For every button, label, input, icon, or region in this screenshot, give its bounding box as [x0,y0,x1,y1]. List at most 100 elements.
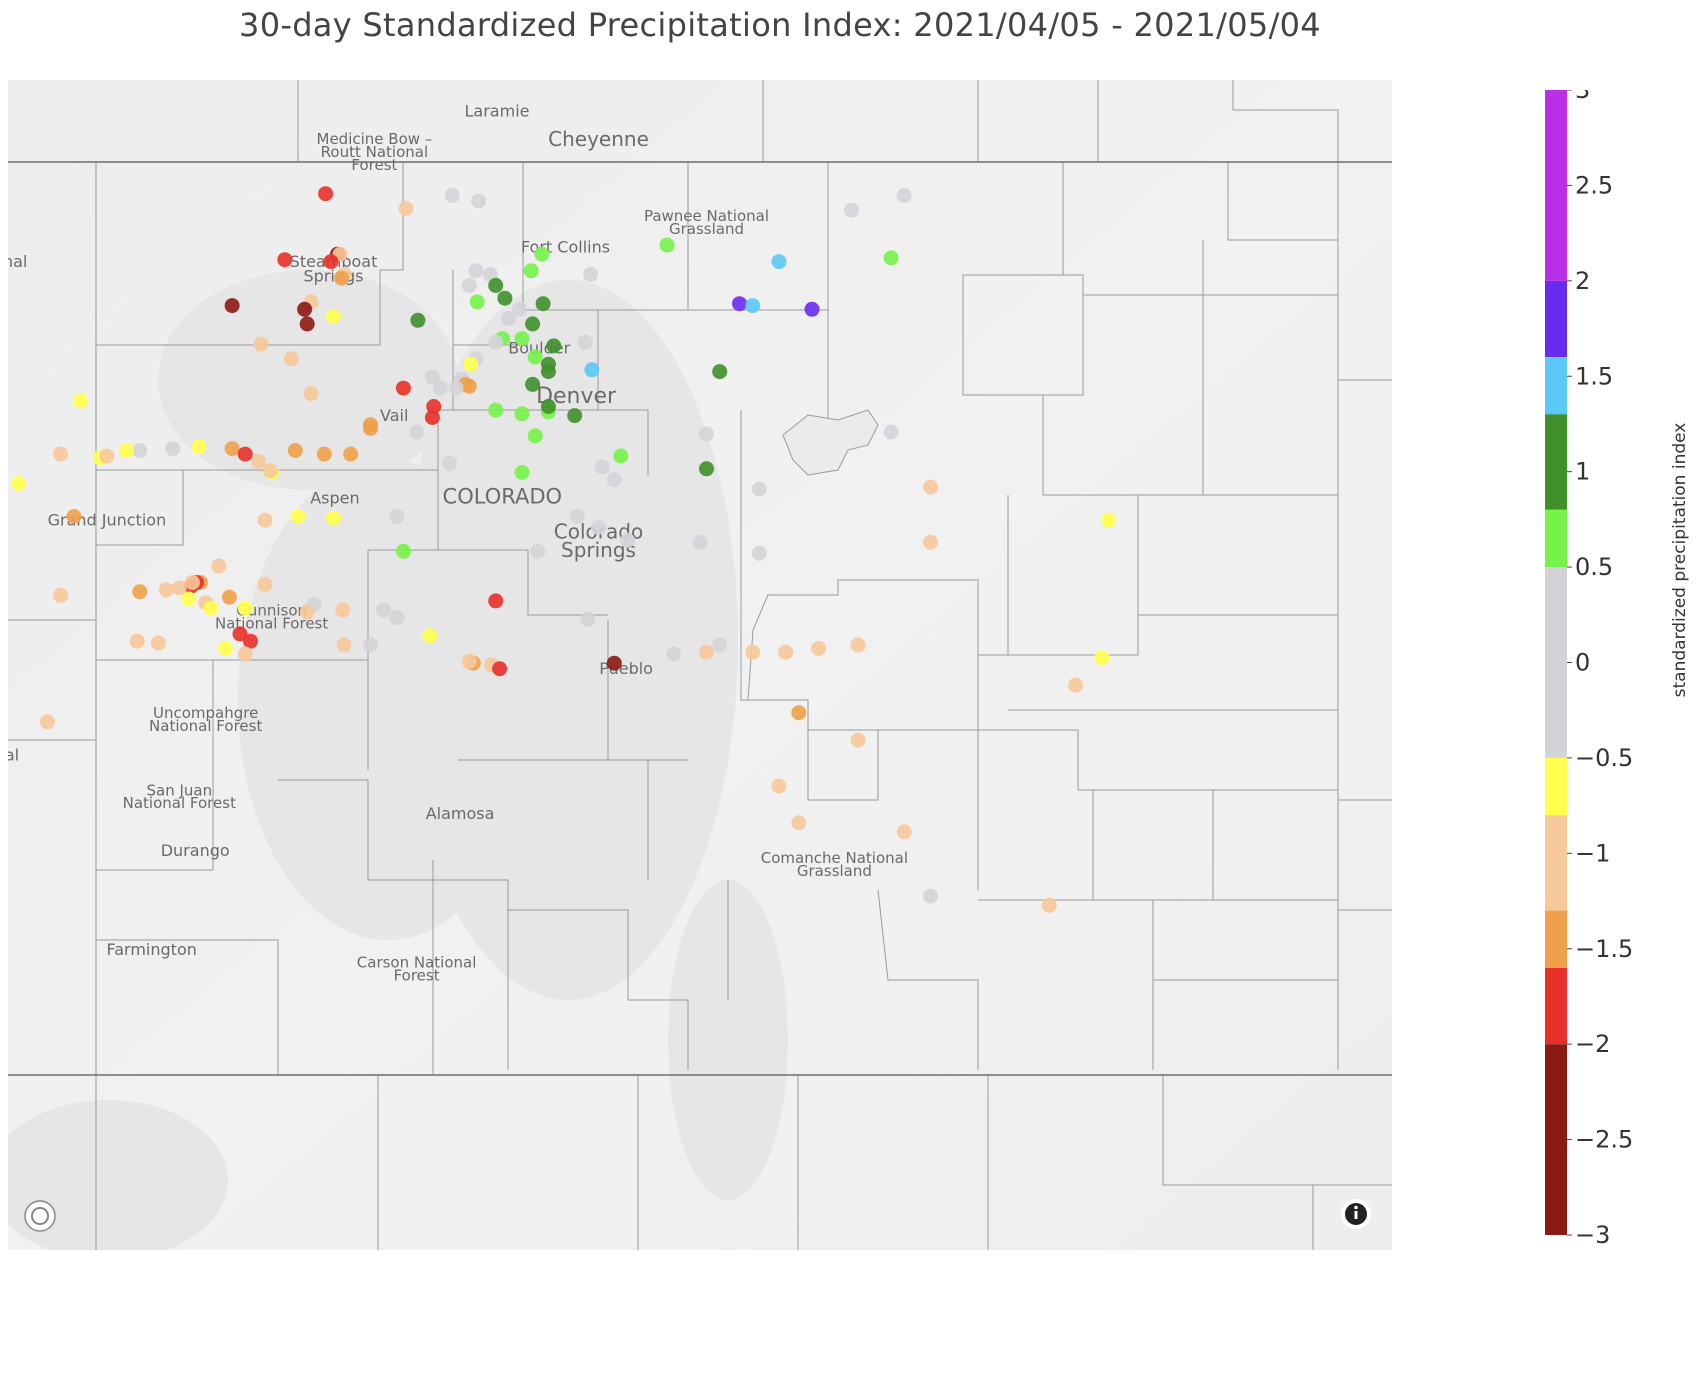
station-marker[interactable] [224,441,240,457]
station-marker[interactable] [540,399,556,414]
station-marker[interactable] [530,543,546,559]
station-marker[interactable] [613,448,629,464]
station-marker[interactable] [896,188,912,203]
station-marker[interactable] [221,589,237,605]
station-marker[interactable] [492,661,508,677]
station-marker[interactable] [699,461,714,477]
station-marker[interactable] [844,202,859,218]
station-marker[interactable] [11,476,26,491]
station-marker[interactable] [699,644,714,660]
station-marker[interactable] [250,454,266,469]
station-marker[interactable] [40,714,55,730]
station-marker[interactable] [389,609,405,625]
station-marker[interactable] [376,602,392,618]
station-marker[interactable] [883,424,899,440]
station-marker[interactable] [488,402,504,418]
station-marker[interactable] [432,380,448,396]
station-marker[interactable] [232,626,248,642]
info-icon[interactable] [1341,1199,1371,1229]
station-marker[interactable] [422,628,438,644]
station-marker[interactable] [395,543,411,559]
station-marker[interactable] [253,336,269,352]
station-marker[interactable] [488,277,504,293]
station-marker[interactable] [471,193,486,209]
station-marker[interactable] [218,641,233,656]
station-marker[interactable] [699,426,714,442]
station-marker[interactable] [791,705,807,721]
station-marker[interactable] [488,334,504,350]
station-marker[interactable] [778,644,794,660]
station-marker[interactable] [442,455,457,471]
station-marker[interactable] [461,277,477,293]
station-marker[interactable] [923,534,939,550]
station-marker[interactable] [923,888,939,904]
station-marker[interactable] [150,635,166,651]
station-marker[interactable] [606,472,622,488]
station-marker[interactable] [257,576,273,592]
station-marker[interactable] [129,633,145,649]
station-marker[interactable] [659,237,675,253]
station-marker[interactable] [424,410,440,425]
station-marker[interactable] [426,399,442,414]
station-marker[interactable] [791,815,807,831]
station-marker[interactable] [444,188,460,203]
station-marker[interactable] [896,824,912,840]
station-marker[interactable] [712,637,728,653]
station-marker[interactable] [488,593,504,609]
station-marker[interactable] [569,509,585,524]
station-marker[interactable] [1094,650,1110,666]
station-marker[interactable] [463,356,479,372]
station-marker[interactable] [336,637,352,653]
station-marker[interactable] [53,587,69,603]
station-marker[interactable] [119,443,135,458]
station-marker[interactable] [334,270,349,286]
station-marker[interactable] [469,294,485,310]
station-marker[interactable] [583,266,599,282]
station-marker[interactable] [751,481,767,497]
station-marker[interactable] [923,479,939,495]
station-marker[interactable] [73,393,88,409]
station-marker[interactable] [424,369,440,385]
station-marker[interactable] [158,582,174,598]
station-marker[interactable] [546,338,562,354]
station-marker[interactable] [850,637,866,653]
station-marker[interactable] [527,428,543,444]
station-marker[interactable] [363,637,378,653]
station-marker[interactable] [277,252,293,268]
station-marker[interactable] [262,463,278,479]
station-marker[interactable] [316,446,332,462]
station-marker[interactable] [290,509,306,524]
station-marker[interactable] [303,386,319,402]
station-marker[interactable] [66,509,82,524]
station-marker[interactable] [525,316,541,332]
station-marker[interactable] [745,298,761,314]
station-marker[interactable] [461,653,477,669]
station-marker[interactable] [523,263,539,279]
station-marker[interactable] [527,349,543,365]
station-marker[interactable] [395,380,411,396]
station-marker[interactable] [514,406,530,422]
station-marker[interactable] [99,448,115,464]
station-marker[interactable] [398,200,414,216]
station-marker[interactable] [53,446,69,462]
station-marker[interactable] [666,646,682,662]
station-marker[interactable] [323,254,339,270]
station-marker[interactable] [132,443,148,458]
station-marker[interactable] [811,641,827,656]
station-marker[interactable] [299,604,315,620]
station-marker[interactable] [224,298,240,314]
station-marker[interactable] [732,296,747,312]
station-marker[interactable] [132,584,148,600]
station-marker[interactable] [525,376,541,392]
station-marker[interactable] [751,545,767,561]
mapbox-logo[interactable] [24,1200,56,1232]
station-marker[interactable] [567,408,583,424]
station-marker[interactable] [1101,512,1116,528]
station-marker[interactable] [299,316,315,332]
station-marker[interactable] [326,510,341,526]
station-marker[interactable] [343,446,359,462]
station-marker[interactable] [335,602,351,618]
station-marker[interactable] [211,558,227,574]
station-marker[interactable] [185,575,200,590]
station-marker[interactable] [171,580,187,596]
